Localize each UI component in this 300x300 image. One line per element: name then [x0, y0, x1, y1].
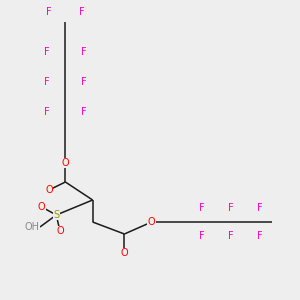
Text: F: F — [81, 47, 86, 57]
Text: F: F — [298, 227, 300, 237]
Text: O: O — [38, 202, 46, 212]
Text: OH: OH — [25, 222, 40, 232]
Text: O: O — [148, 217, 155, 227]
Text: F: F — [46, 7, 52, 17]
Text: O: O — [61, 158, 69, 168]
Text: F: F — [79, 7, 85, 17]
Text: F: F — [44, 107, 50, 117]
Text: F: F — [199, 203, 204, 213]
Text: F: F — [257, 203, 262, 213]
Text: F: F — [257, 231, 262, 241]
Text: F: F — [44, 77, 50, 87]
Text: F: F — [228, 203, 233, 213]
Text: F: F — [298, 207, 300, 217]
Text: S: S — [53, 210, 59, 220]
Text: O: O — [45, 185, 53, 195]
Text: F: F — [199, 231, 204, 241]
Text: F: F — [81, 107, 86, 117]
Text: F: F — [44, 47, 50, 57]
Text: F: F — [81, 77, 86, 87]
Text: O: O — [56, 226, 64, 236]
Text: F: F — [228, 231, 233, 241]
Text: O: O — [121, 248, 128, 258]
